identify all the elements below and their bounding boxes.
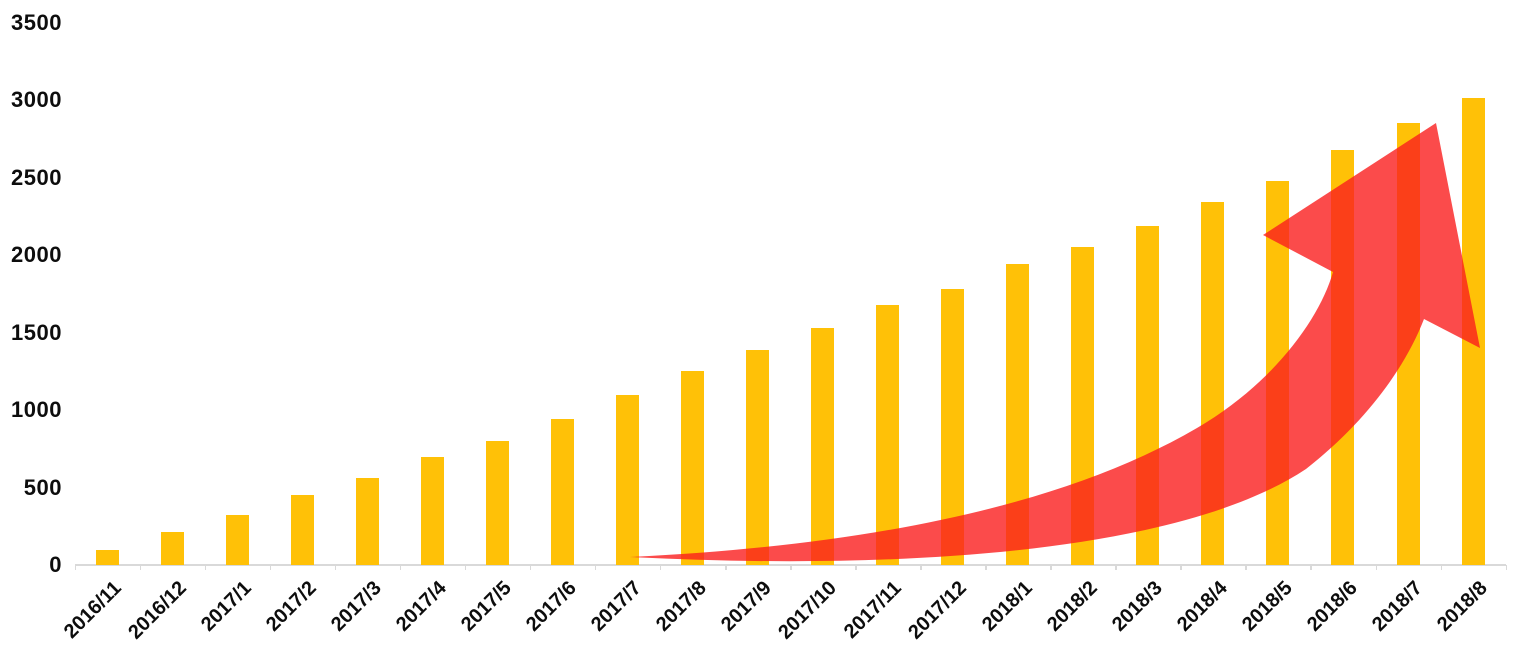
x-axis-tick	[790, 565, 792, 570]
y-axis-tick-label: 2000	[11, 242, 62, 267]
x-axis-label-2018/1: 2018/1	[977, 577, 1037, 636]
bar-2018/5	[1266, 180, 1290, 565]
x-axis-label-2017/3: 2017/3	[326, 577, 386, 636]
x-axis-tick	[1245, 565, 1247, 570]
bar-2017/3	[355, 478, 379, 565]
x-axis-tick	[855, 565, 857, 570]
x-axis-label-2016/12: 2016/12	[123, 577, 191, 644]
y-axis-tick-label: 3500	[11, 9, 62, 35]
x-axis-tick	[1440, 565, 1443, 570]
bar-2017/2	[290, 495, 314, 565]
bar-2018/3	[1136, 225, 1160, 565]
bar-2017/5	[485, 441, 509, 565]
x-axis-label-2018/8: 2018/8	[1432, 577, 1492, 636]
y-axis-tick-label: 1000	[11, 397, 62, 422]
bar-2017/11	[876, 304, 900, 565]
bar-2018/4	[1201, 202, 1225, 565]
x-axis-tick	[269, 565, 272, 570]
x-axis-tick	[920, 565, 922, 570]
x-axis-label-2018/2: 2018/2	[1042, 577, 1102, 636]
bar-2016/11	[95, 549, 119, 565]
x-axis-label-2017/9: 2017/9	[717, 577, 777, 636]
x-axis-label-2017/4: 2017/4	[392, 577, 451, 636]
bar-2018/1	[1006, 264, 1030, 565]
x-axis-label-2017/2: 2017/2	[261, 577, 321, 636]
x-axis-label-2018/5: 2018/5	[1237, 577, 1297, 636]
x-axis-label-2016/11: 2016/11	[59, 577, 126, 643]
y-axis-tick-label: 500	[23, 474, 62, 500]
bar-2017/7	[615, 394, 639, 565]
x-axis-label-2018/7: 2018/7	[1367, 577, 1427, 636]
bar-2017/12	[941, 289, 965, 565]
bar-2016/12	[160, 532, 184, 565]
x-axis-tick	[725, 565, 727, 570]
bar-2018/2	[1071, 247, 1095, 565]
y-axis-tick-label: 1500	[11, 319, 62, 345]
x-axis-tick	[139, 565, 142, 570]
bar-2017/6	[550, 419, 574, 565]
bar-2017/1	[225, 515, 249, 565]
x-axis-label-2018/6: 2018/6	[1302, 577, 1362, 636]
x-axis-label-2017/7: 2017/7	[587, 577, 646, 636]
y-axis-tick-label: 2500	[11, 164, 62, 190]
x-axis-label-2017/11: 2017/11	[840, 577, 907, 643]
x-axis-tick	[204, 565, 207, 570]
bar-2017/4	[420, 456, 444, 565]
bar-2017/8	[680, 371, 704, 565]
x-axis-label-2017/10: 2017/10	[774, 577, 842, 644]
x-axis-tick	[529, 565, 532, 570]
bar-2017/10	[811, 327, 835, 565]
x-axis-label-2017/1: 2017/1	[196, 577, 256, 636]
x-axis-tick	[1375, 565, 1377, 570]
bar-2018/6	[1331, 149, 1355, 565]
bar-2018/7	[1396, 123, 1420, 565]
x-axis-tick	[1180, 565, 1182, 570]
x-axis-tick	[1505, 565, 1508, 570]
x-axis-tick	[985, 565, 987, 570]
bar-2017/9	[746, 349, 770, 565]
x-axis-tick	[464, 565, 467, 570]
x-axis-tick	[334, 565, 337, 570]
x-axis-tick	[594, 565, 597, 570]
x-axis-tick	[74, 565, 76, 570]
x-axis-label-2017/6: 2017/6	[522, 577, 581, 636]
x-axis-tick	[399, 565, 402, 570]
y-axis-tick-label: 0	[49, 552, 62, 577]
x-axis-tick	[1310, 565, 1312, 570]
bar-2018/8	[1461, 98, 1485, 565]
x-axis-label-2017/5: 2017/5	[457, 577, 516, 636]
x-axis-label-2018/4: 2018/4	[1172, 577, 1232, 636]
x-axis-tick	[1050, 565, 1052, 570]
y-axis-tick-label: 3000	[11, 87, 62, 112]
x-axis-tick	[659, 565, 662, 570]
x-axis-label-2017/12: 2017/12	[904, 577, 972, 644]
x-axis-tick	[1115, 565, 1117, 570]
x-axis-label-2018/3: 2018/3	[1107, 577, 1167, 636]
x-axis-label-2017/8: 2017/8	[652, 577, 712, 636]
